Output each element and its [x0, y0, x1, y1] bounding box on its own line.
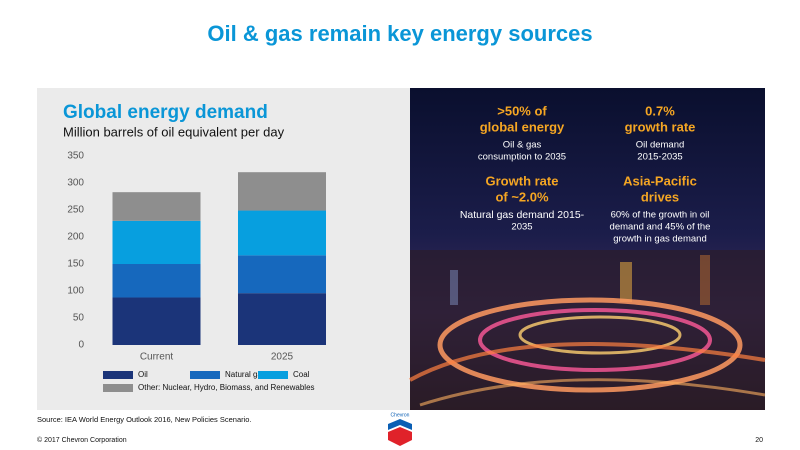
- y-tick-label: 100: [67, 286, 84, 297]
- panel-headline: 0.7%: [645, 103, 675, 118]
- panel-headline: global energy: [480, 119, 565, 134]
- source: Source: IEA World Energy Outlook 2016, N…: [37, 415, 252, 424]
- legend-swatch: [258, 371, 288, 379]
- page-number: 20: [755, 437, 763, 444]
- bar-segment: [238, 255, 326, 294]
- bar-segment: [238, 293, 326, 345]
- legend-swatch: [103, 371, 133, 379]
- photo-panel: [409, 88, 766, 410]
- y-tick-label: 200: [67, 232, 84, 243]
- bar-segment: [112, 220, 201, 264]
- panel-text: 2035: [511, 222, 532, 233]
- x-tick-label: Current: [140, 352, 174, 363]
- legend-label: Coal: [293, 370, 310, 379]
- panel-text: 2015-2035: [637, 152, 682, 163]
- legend-label: Other: Nuclear, Hydro, Biomass, and Rene…: [138, 383, 315, 392]
- panel-headline: growth rate: [625, 119, 696, 134]
- panel-headline: Growth rate: [486, 173, 559, 188]
- panel-text: Oil demand: [636, 140, 685, 151]
- panel-text: Natural gas demand 2015-: [460, 209, 585, 221]
- y-tick-label: 0: [78, 340, 84, 351]
- slide-title: Oil & gas remain key energy sources: [207, 21, 592, 46]
- y-tick-label: 350: [67, 151, 84, 162]
- panel-headline: drives: [641, 189, 679, 204]
- legend-label: Oil: [138, 370, 148, 379]
- bar-segment: [112, 264, 201, 298]
- y-tick-label: 250: [67, 205, 84, 216]
- bar-segment: [112, 297, 201, 345]
- panel-headline: of ~2.0%: [495, 189, 549, 204]
- bar-segment: [238, 210, 326, 256]
- panel-text: consumption to 2035: [478, 152, 566, 163]
- chart-panel: [37, 88, 410, 410]
- panel-headline: >50% of: [497, 103, 547, 118]
- y-tick-label: 300: [67, 178, 84, 189]
- y-tick-label: 150: [67, 259, 84, 270]
- panel-text: demand and 45% of the: [610, 222, 711, 233]
- bar-segment: [112, 192, 201, 221]
- legend-swatch: [190, 371, 220, 379]
- copyright: © 2017 Chevron Corporation: [37, 436, 127, 444]
- panel-headline: Asia-Pacific: [623, 173, 697, 188]
- legend-swatch: [103, 384, 133, 392]
- legend-label: Natural gas: [225, 370, 266, 379]
- panel-text: growth in gas demand: [613, 234, 706, 245]
- x-tick-label: 2025: [271, 352, 294, 363]
- y-tick-label: 50: [73, 313, 85, 324]
- logo: Chevron: [388, 412, 412, 446]
- panel-text: Oil & gas: [503, 140, 542, 151]
- chart-subtitle: Million barrels of oil equivalent per da…: [63, 124, 285, 139]
- chart-title: Global energy demand: [63, 102, 268, 123]
- panel-text: 60% of the growth in oil: [611, 210, 710, 221]
- bar-segment: [238, 172, 326, 211]
- logo-text: Chevron: [391, 412, 410, 418]
